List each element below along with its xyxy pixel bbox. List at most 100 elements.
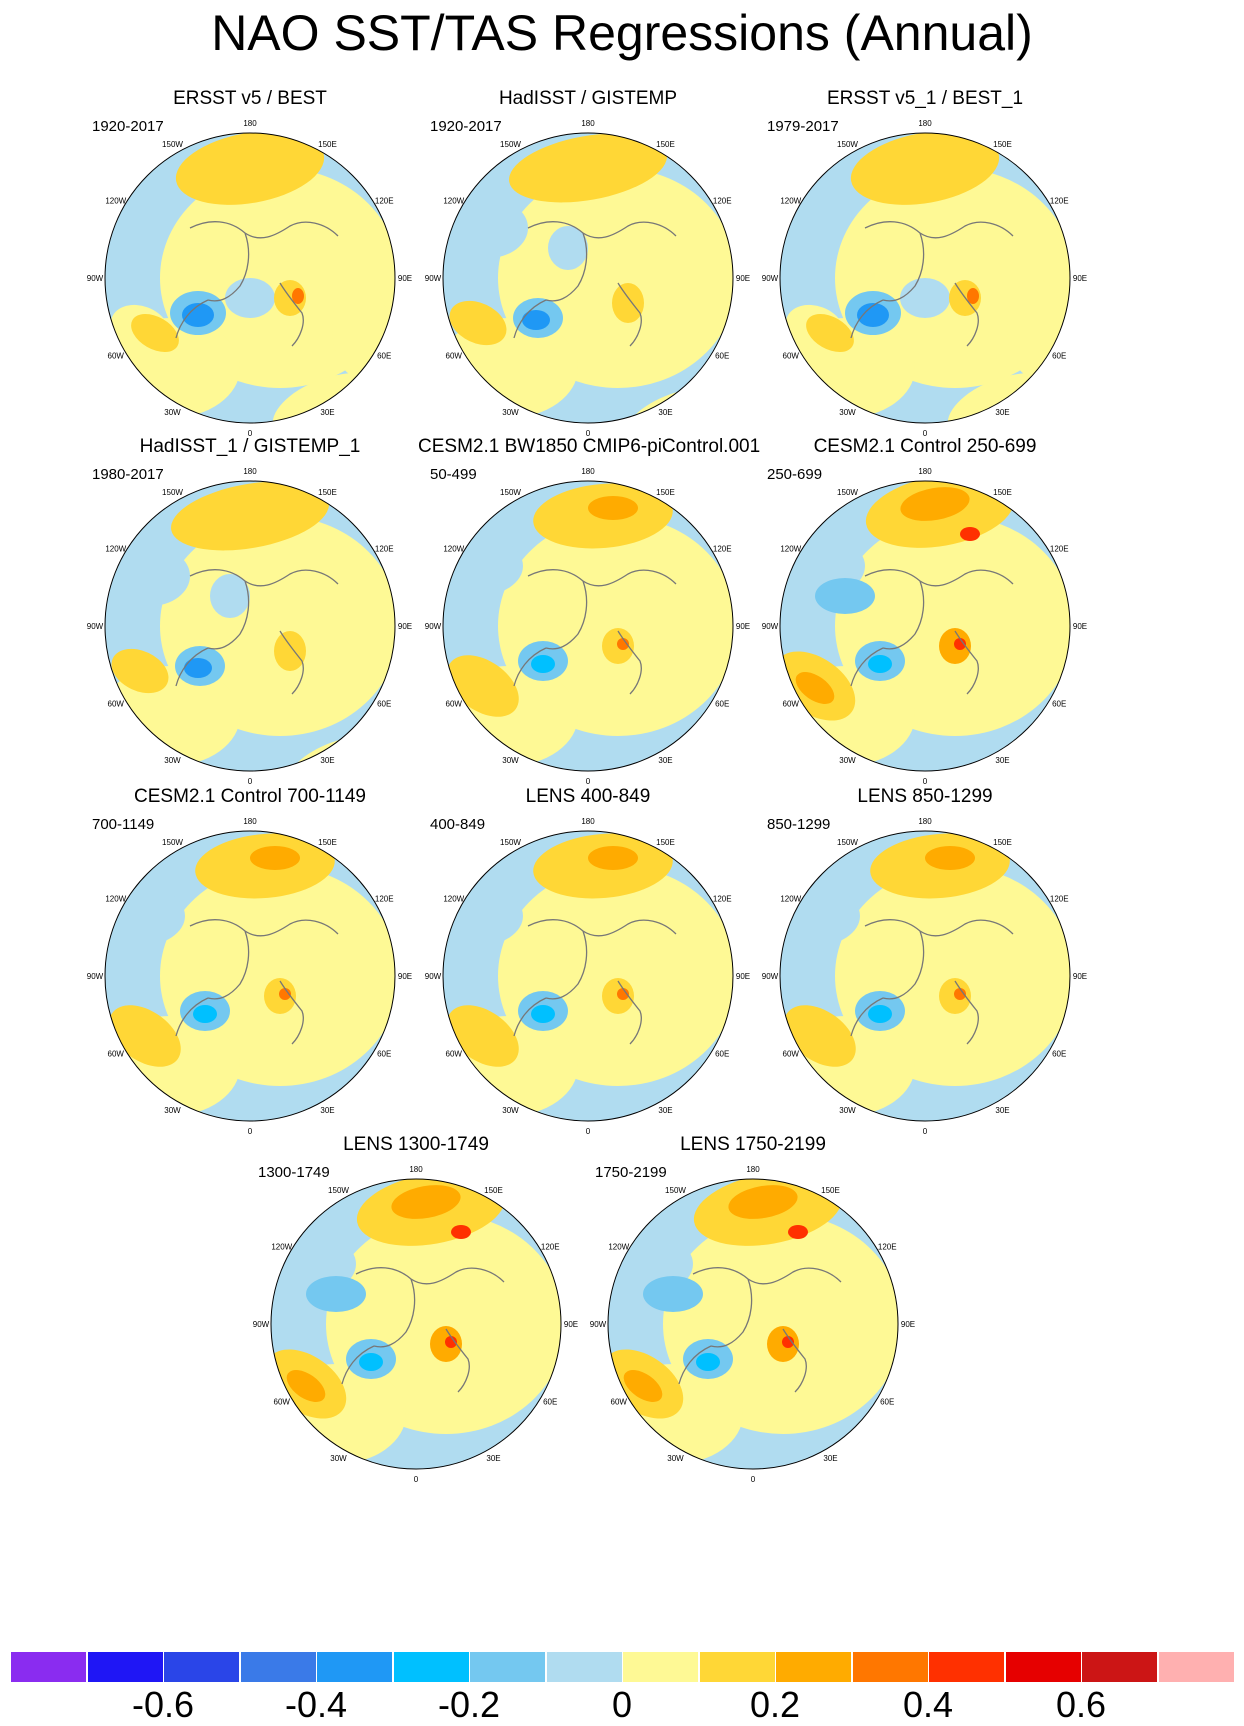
anomaly-region xyxy=(850,133,1000,205)
polar-map: 180 150E 120E 90E 60E 30E 0 30W 60W 90W 120W 150W xyxy=(425,467,750,786)
longitude-label: 150W xyxy=(837,838,858,847)
longitude-label: 90W xyxy=(87,622,104,631)
longitude-label: 30W xyxy=(839,1106,856,1115)
longitude-label: 120E xyxy=(1050,895,1069,904)
longitude-label: 30E xyxy=(995,1106,1009,1115)
anomaly-region xyxy=(782,1336,794,1348)
longitude-label: 30E xyxy=(995,756,1009,765)
map-border xyxy=(442,132,734,424)
longitude-label: 0 xyxy=(248,1127,253,1136)
longitude-label: 60W xyxy=(783,352,800,361)
longitude-label: 60E xyxy=(715,700,729,709)
polar-map: 180 150E 120E 90E 60E 30E 0 30W 60W 90W 120W 150W xyxy=(425,817,750,1136)
panel-title: LENS 850-1299 xyxy=(857,786,993,807)
anomaly-region xyxy=(588,496,638,520)
coastline xyxy=(678,1267,842,1393)
colorbar-label: -0.6 xyxy=(131,1684,195,1725)
longitude-label: 90E xyxy=(398,622,412,631)
longitude-label: 150W xyxy=(500,140,521,149)
longitude-label: 0 xyxy=(586,1127,591,1136)
anomaly-region xyxy=(111,648,169,694)
longitude-label: 90W xyxy=(87,972,104,981)
anomaly-region xyxy=(274,631,306,671)
panel-period: 1979-2017 xyxy=(767,118,839,135)
longitude-label: 90E xyxy=(736,622,750,631)
coastline xyxy=(513,919,677,1045)
longitude-label: 0 xyxy=(248,429,253,438)
map-panel: CESM2.1 Control 700-1149 700-1149 180 150E 1… xyxy=(80,786,420,1166)
panel-period: 850-1299 xyxy=(767,816,831,833)
panel-title: LENS 1750-2199 xyxy=(680,1134,826,1155)
colorbar-swatch xyxy=(1157,1651,1235,1683)
longitude-label: 150E xyxy=(821,1186,840,1195)
longitude-label: 120W xyxy=(105,545,126,554)
longitude-label: 90E xyxy=(1073,972,1087,981)
longitude-label: 90E xyxy=(901,1320,915,1329)
anomaly-region xyxy=(448,198,528,258)
polar-map: 180 150E 120E 90E 60E 30E 0 30W 60W 90W 120W 150W xyxy=(762,817,1087,1136)
coastline xyxy=(175,919,339,1045)
longitude-label: 60W xyxy=(446,1050,463,1059)
longitude-label: 30W xyxy=(164,756,181,765)
longitude-label: 60W xyxy=(108,1050,125,1059)
longitude-label: 120E xyxy=(375,895,394,904)
longitude-label: 60E xyxy=(715,1050,729,1059)
anomaly-region xyxy=(184,658,212,678)
longitude-label: 120E xyxy=(713,545,732,554)
longitude-label: 60E xyxy=(377,700,391,709)
anomaly-region xyxy=(588,846,638,870)
longitude-label: 150W xyxy=(665,1186,686,1195)
longitude-label: 120W xyxy=(443,545,464,554)
longitude-label: 30E xyxy=(320,756,334,765)
anomaly-region xyxy=(447,1005,519,1067)
longitude-label: 90E xyxy=(736,274,750,283)
anomaly-region xyxy=(795,672,835,704)
longitude-label: 30W xyxy=(164,408,181,417)
page-title: NAO SST/TAS Regressions (Annual) xyxy=(211,5,1033,61)
longitude-label: 30E xyxy=(486,1454,500,1463)
anomaly-region xyxy=(960,527,980,541)
longitude-label: 90E xyxy=(398,274,412,283)
longitude-label: 30W xyxy=(667,1454,684,1463)
anomaly-region xyxy=(857,303,889,327)
anomaly-region xyxy=(954,988,966,1000)
map-border xyxy=(779,480,1071,772)
longitude-label: 60E xyxy=(880,1398,894,1407)
longitude-label: 60E xyxy=(715,352,729,361)
longitude-label: 60E xyxy=(377,352,391,361)
anomaly-region xyxy=(548,226,588,270)
anomaly-region xyxy=(617,638,629,650)
polar-map: 180 150E 120E 90E 60E 30E 0 30W 60W 90W 120W 150W xyxy=(87,817,412,1136)
longitude-label: 60E xyxy=(1052,352,1066,361)
longitude-label: 120W xyxy=(105,197,126,206)
longitude-label: 180 xyxy=(581,467,595,476)
panel-title: LENS 400-849 xyxy=(525,786,651,807)
longitude-label: 90W xyxy=(87,274,104,283)
polar-map: 180 150E 120E 90E 60E 30E 0 30W 60W 90W 120W 150W xyxy=(425,119,750,438)
colorbar-label: -0.2 xyxy=(437,1684,501,1725)
longitude-label: 30W xyxy=(164,1106,181,1115)
map-panel: LENS 400-849 400-849 180 150E 120E 90E 60E 30E 0… xyxy=(418,786,758,1166)
anomaly-region xyxy=(175,133,325,205)
colorbar xyxy=(10,1651,1235,1683)
polar-map: 180 150E 120E 90E 60E 30E 0 30W 60W 90W 120W 150W xyxy=(762,467,1087,786)
colorbar-swatch xyxy=(392,1651,470,1683)
longitude-label: 120W xyxy=(105,895,126,904)
colorbar-swatch xyxy=(1004,1651,1082,1683)
anomaly-region xyxy=(225,278,275,318)
panel-title: ERSST v5_1 / BEST_1 xyxy=(826,88,1024,109)
colorbar-label: -0.4 xyxy=(284,1684,348,1725)
colorbar-swatch xyxy=(316,1651,393,1683)
longitude-label: 180 xyxy=(243,119,257,128)
anomaly-region xyxy=(531,1005,555,1023)
polar-map: 180 150E 120E 90E 60E 30E 0 30W 60W 90W 120W 150W xyxy=(87,119,412,438)
coastline xyxy=(513,221,677,347)
longitude-label: 150E xyxy=(656,838,675,847)
longitude-label: 150W xyxy=(162,140,183,149)
colorbar-swatch xyxy=(775,1651,852,1683)
longitude-label: 90W xyxy=(762,622,779,631)
longitude-label: 90W xyxy=(425,622,442,631)
longitude-label: 90W xyxy=(590,1320,607,1329)
panel-period: 1980-2017 xyxy=(92,466,164,483)
longitude-label: 90W xyxy=(253,1320,270,1329)
